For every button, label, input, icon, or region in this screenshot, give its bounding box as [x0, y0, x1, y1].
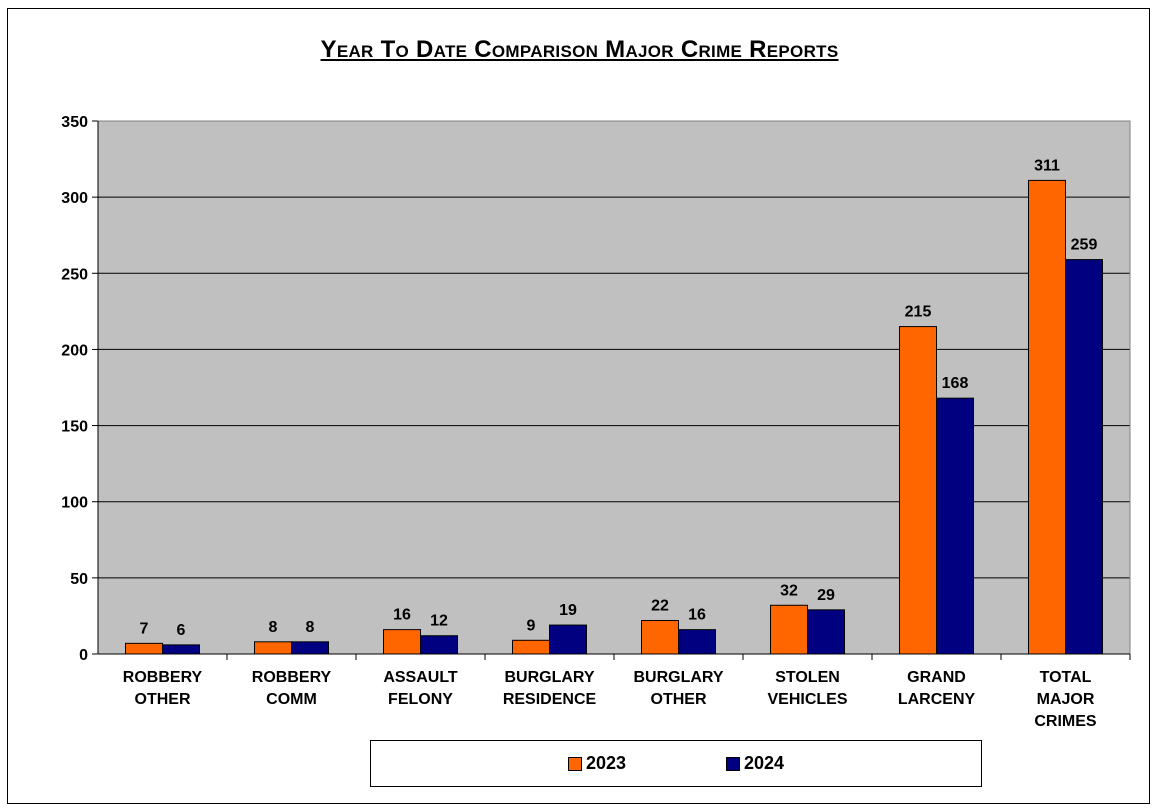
legend-item-2024: 2024 [726, 753, 784, 774]
y-tick-label: 200 [61, 342, 88, 359]
y-tick-label: 0 [79, 647, 88, 664]
bar-2023-2 [383, 629, 421, 655]
bar-2023-0 [125, 642, 163, 655]
x-tick-label: OTHER [651, 691, 707, 708]
x-tick-label: FELONY [388, 691, 453, 708]
data-label-2024-1: 8 [306, 619, 315, 636]
legend-item-2023: 2023 [567, 753, 626, 774]
bar-2024-3 [549, 624, 587, 655]
y-tick-label: 350 [61, 114, 88, 131]
y-tick-label: 300 [61, 190, 88, 207]
data-label-2024-7: 259 [1071, 237, 1098, 254]
chart-title: Year To Date Comparison Major Crime Repo… [320, 36, 839, 63]
x-tick-label: MAJOR [1037, 691, 1095, 708]
bar-2024-0 [162, 644, 200, 655]
x-tick-label: ROBBERY [123, 669, 203, 686]
data-label-2024-3: 19 [559, 602, 577, 619]
chart-legend: 2023 2024 [370, 740, 982, 787]
bar-2024-6 [936, 397, 974, 655]
bar-2023-6 [899, 326, 937, 655]
data-label-2023-7: 311 [1034, 157, 1060, 174]
y-tick-label: 50 [70, 571, 88, 588]
x-tick-label: OTHER [135, 691, 191, 708]
x-tick-label: CRIMES [1034, 713, 1097, 730]
bar-2023-4 [641, 619, 679, 655]
x-tick-label: STOLEN [775, 669, 840, 686]
x-tick-label: TOTAL [1040, 669, 1092, 686]
bar-2023-3 [512, 639, 550, 655]
data-label-2023-5: 32 [780, 582, 798, 599]
data-label-2024-6: 168 [942, 375, 969, 392]
data-label-2023-6: 215 [905, 304, 932, 321]
data-label-2024-5: 29 [817, 587, 835, 604]
data-label-2023-1: 8 [269, 619, 278, 636]
legend-label-2024: 2024 [744, 753, 785, 773]
x-tick-label: GRAND [907, 669, 966, 686]
data-label-2023-3: 9 [527, 617, 536, 634]
bar-2024-1 [291, 641, 329, 655]
x-tick-label: BURGLARY [633, 669, 723, 686]
data-label-2024-2: 12 [430, 613, 448, 630]
bar-2023-7 [1028, 179, 1066, 655]
bar-2024-2 [420, 635, 458, 655]
y-tick-label: 100 [61, 495, 88, 512]
x-tick-label: RESIDENCE [503, 691, 597, 708]
x-tick-label: COMM [266, 691, 317, 708]
bar-2024-5 [807, 609, 845, 655]
bar-2023-1 [254, 641, 292, 655]
legend-swatch-2024 [726, 756, 740, 771]
data-label-2023-4: 22 [651, 597, 669, 614]
x-tick-label: VEHICLES [767, 691, 847, 708]
data-label-2023-0: 7 [140, 620, 149, 637]
legend-swatch-2023 [567, 756, 582, 771]
y-tick-label: 250 [61, 266, 88, 283]
data-label-2024-4: 16 [688, 607, 706, 624]
x-tick-label: ROBBERY [252, 669, 332, 686]
bar-2024-4 [678, 629, 716, 655]
data-label-2023-2: 16 [393, 607, 411, 624]
plot-area [98, 121, 1130, 654]
x-tick-label: BURGLARY [504, 669, 594, 686]
y-tick-label: 150 [61, 419, 88, 436]
bar-2024-7 [1065, 259, 1103, 655]
legend-label-2023: 2023 [585, 753, 626, 773]
x-tick-label: ASSAULT [383, 669, 458, 686]
data-label-2024-0: 6 [177, 622, 186, 639]
x-tick-label: LARCENY [898, 691, 976, 708]
bar-2023-5 [770, 604, 808, 655]
